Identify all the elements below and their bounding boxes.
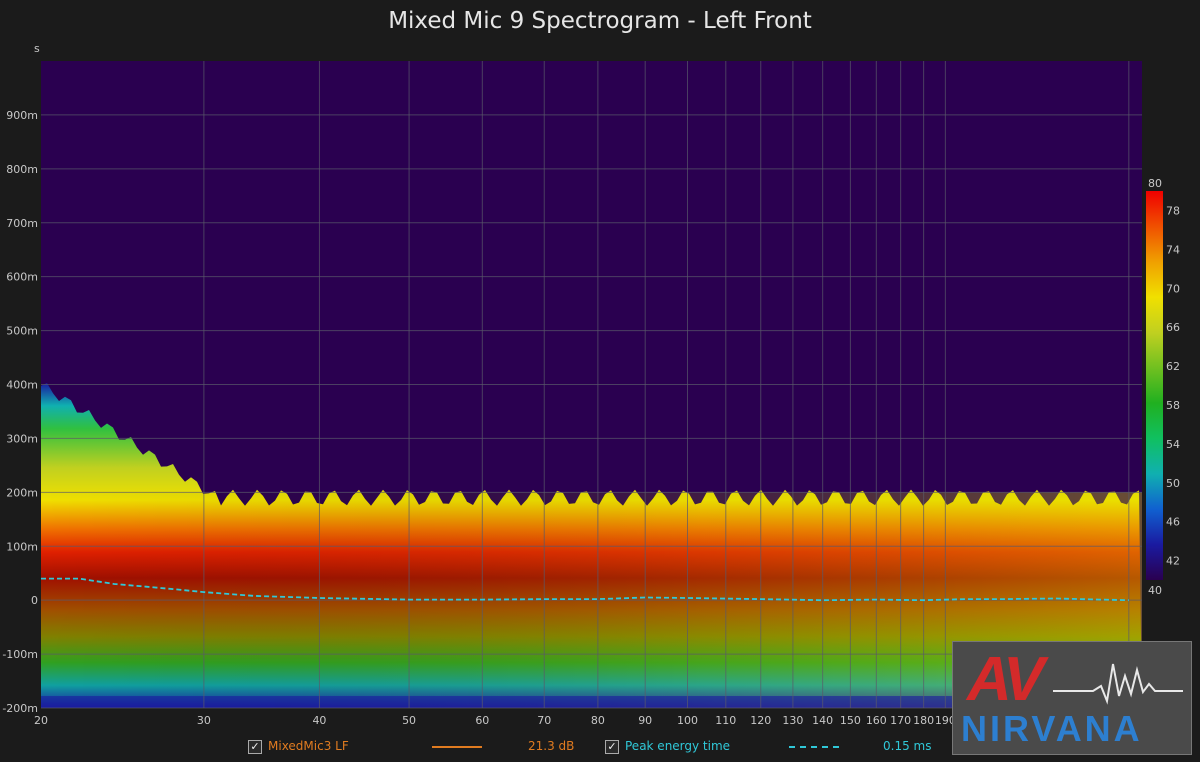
x-tick-label: 30 [197,714,211,727]
x-tick-label: 60 [475,714,489,727]
checkbox-mixedmic3[interactable]: ✓ [248,740,262,754]
y-tick-label: 700m [6,217,38,230]
logo-nirvana: NIRVANA [961,708,1143,749]
x-tick-label: 190 [935,714,956,727]
colorbar-label: 42 [1166,555,1180,568]
colorbar-label: 70 [1166,282,1180,295]
legend-label-mixedmic3: MixedMic3 LF [268,739,349,753]
colorbar-label: 62 [1166,360,1180,373]
y-tick-label: -200m [2,702,38,715]
x-tick-label: 120 [750,714,771,727]
x-tick-label: 140 [812,714,833,727]
y-axis-unit: s [34,42,40,55]
y-tick-label: 900m [6,109,38,122]
y-tick-label: -100m [2,648,38,661]
legend-swatch-mixedmic3 [432,746,482,748]
y-axis-ticks: 900m 800m 700m 600m 500m 400m 300m 200m 100m 0 -10… [2,109,38,715]
colorbar-label: 66 [1166,321,1180,334]
series-peak-energy-time [41,577,1129,602]
y-tick-label: 200m [6,486,38,499]
x-tick-label: 110 [715,714,736,727]
colorbar-label: 40 [1148,584,1162,597]
x-tick-label: 170 [890,714,911,727]
legend-swatch-peak-energy [789,746,839,748]
colorbar: 80 78 74 70 66 62 58 54 50 46 42 40 [1146,177,1180,597]
x-tick-label: 70 [537,714,551,727]
waveform-icon [1053,663,1183,705]
checkbox-peak-energy[interactable]: ✓ [605,740,619,754]
x-tick-label: 160 [866,714,887,727]
colorbar-label: 58 [1166,399,1180,412]
colorbar-scale [1146,191,1163,580]
watermark-logo: AV NIRVANA [952,641,1192,755]
legend-label-peak-energy: Peak energy time [625,739,731,753]
colorbar-label: 78 [1166,204,1180,217]
y-tick-label: 400m [6,379,38,392]
x-tick-label: 20 [34,714,48,727]
y-tick-label: 100m [6,540,38,553]
energy-bottom-edge [41,696,1142,708]
legend-value-peak-energy: 0.15 ms [883,739,932,753]
x-tick-label: 130 [782,714,803,727]
x-tick-label: 80 [591,714,605,727]
y-tick-label: 800m [6,163,38,176]
colorbar-label: 54 [1166,438,1180,451]
y-tick-label: 300m [6,432,38,445]
y-tick-label: 500m [6,325,38,338]
x-tick-label: 40 [312,714,326,727]
colorbar-label: 80 [1148,177,1162,190]
y-tick-label: 0 [31,594,38,607]
x-tick-label: 180 [913,714,934,727]
x-tick-label: 50 [402,714,416,727]
y-tick-label: 600m [6,271,38,284]
legend-value-mixedmic3: 21.3 dB [528,739,575,753]
logo-av: AV [967,645,1045,714]
peak-energy-line [41,577,1129,602]
chart-title: Mixed Mic 9 Spectrogram - Left Front [388,8,812,34]
x-tick-label: 100 [677,714,698,727]
colorbar-label: 46 [1166,516,1180,529]
colorbar-label: 74 [1166,243,1180,256]
colorbar-label: 50 [1166,477,1180,490]
x-tick-label: 150 [840,714,861,727]
x-tick-label: 90 [638,714,652,727]
